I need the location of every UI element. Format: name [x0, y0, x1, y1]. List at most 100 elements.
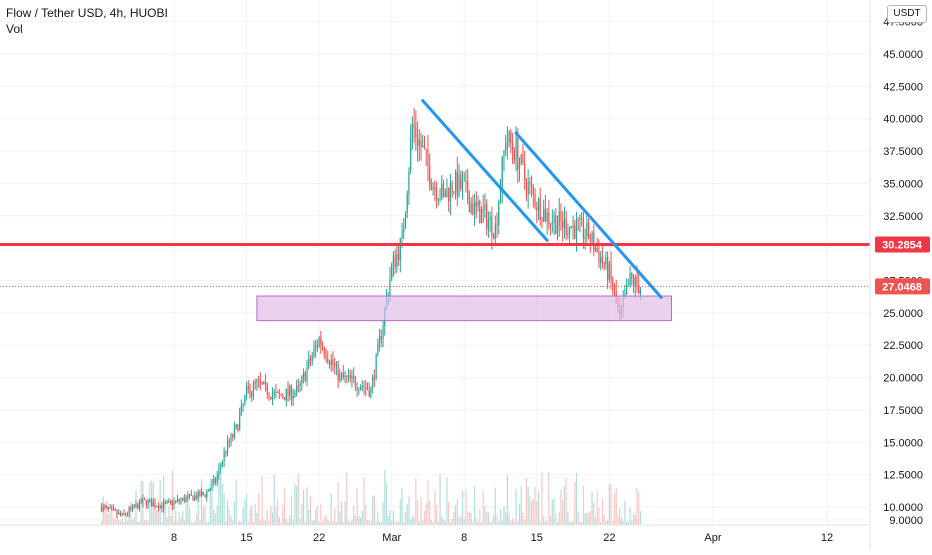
candle-body [349, 374, 351, 379]
candle-body [548, 212, 550, 224]
volume-bar [522, 512, 524, 525]
currency-button[interactable]: USDT [887, 5, 927, 23]
candle-body [378, 336, 381, 344]
candle-body [207, 490, 210, 492]
candle-body [169, 501, 172, 503]
volume-bar [372, 496, 374, 525]
candle-body [166, 501, 168, 504]
volume-bar [401, 488, 403, 525]
candle-body [594, 248, 597, 251]
candle-body [235, 424, 237, 428]
candle-body [468, 198, 471, 213]
volume-bar [505, 512, 507, 525]
candle-body [482, 209, 484, 211]
volume-bar [299, 518, 301, 525]
volume-bar [581, 521, 583, 525]
candle-body [218, 468, 220, 476]
candle-body [638, 284, 640, 294]
candle-body [479, 201, 481, 224]
y-tick-label: 9.0000 [889, 515, 923, 527]
volume-bar [453, 512, 455, 525]
y-tick-label: 35.0000 [883, 178, 923, 190]
volume-bar [560, 489, 562, 525]
candle-body [299, 383, 301, 386]
volume-bar [394, 521, 396, 525]
volume-bar [161, 521, 163, 525]
volume-bar [631, 520, 633, 525]
volume-bar [429, 500, 431, 525]
volume-bar [114, 519, 116, 525]
volume-bar [285, 519, 287, 525]
y-tick-label: 12.5000 [883, 470, 923, 482]
volume-bar [423, 510, 426, 525]
candle-body [183, 497, 185, 502]
volume-bar [325, 514, 327, 525]
volume-bar [463, 518, 465, 525]
volume-bar [225, 521, 227, 525]
volume-bar [441, 516, 443, 525]
candle-body [182, 497, 184, 500]
y-tick-label: 25.0000 [883, 308, 923, 320]
candle-body [332, 359, 334, 365]
candle-body [565, 218, 567, 235]
candle-body [335, 363, 337, 366]
volume-bar [539, 521, 541, 525]
candle-body [413, 123, 415, 128]
candle-body [475, 202, 477, 207]
volume-bar [472, 521, 474, 525]
volume-bar [385, 483, 388, 525]
volume-bar [157, 499, 160, 525]
volume-bar [195, 514, 198, 525]
volume-bar [327, 519, 329, 525]
candle-body [228, 440, 230, 442]
candle-body [560, 211, 562, 222]
volume-bar [627, 521, 629, 525]
candle-body [375, 353, 377, 379]
candle-body [506, 142, 509, 146]
y-tick-label: 32.5000 [883, 211, 923, 223]
volume-bar [233, 501, 236, 525]
candle-body [330, 359, 332, 365]
volume-bar [309, 496, 312, 525]
volume-bar [363, 476, 365, 525]
candle-body [309, 358, 312, 361]
candle-body [372, 376, 374, 389]
volume-bar [353, 506, 355, 525]
candle-body [574, 225, 576, 239]
candle-body [503, 150, 505, 157]
candle-body [601, 257, 604, 263]
volume-bar [159, 479, 161, 525]
volume-bar [361, 510, 363, 525]
volume-bar [287, 521, 289, 525]
volume-bar [123, 521, 125, 525]
candle-body [480, 209, 483, 224]
candle-body [211, 482, 213, 489]
volume-bars [100, 470, 642, 525]
volume-bar [368, 520, 370, 525]
volume-bar [328, 521, 331, 525]
candle-body [401, 232, 403, 239]
candle-body [237, 424, 239, 430]
candle-body [354, 378, 356, 388]
candle-body [568, 227, 571, 234]
candle-body [520, 154, 522, 164]
candle-body [194, 495, 196, 501]
candle-body [608, 263, 610, 280]
volume-bar [451, 518, 453, 525]
candle-body [553, 215, 555, 223]
volume-bar [420, 496, 422, 525]
volume-bar [176, 521, 179, 525]
volume-bar [384, 470, 386, 525]
candle-body [463, 180, 465, 182]
candle-body [340, 373, 343, 375]
candle-body [589, 238, 591, 242]
volume-bar [199, 520, 201, 525]
volume-bar [130, 501, 132, 525]
volume-bar [605, 520, 607, 525]
candle-body [214, 479, 217, 483]
volume-bar [340, 501, 343, 525]
candle-body [458, 174, 460, 196]
candle-body [524, 163, 526, 180]
